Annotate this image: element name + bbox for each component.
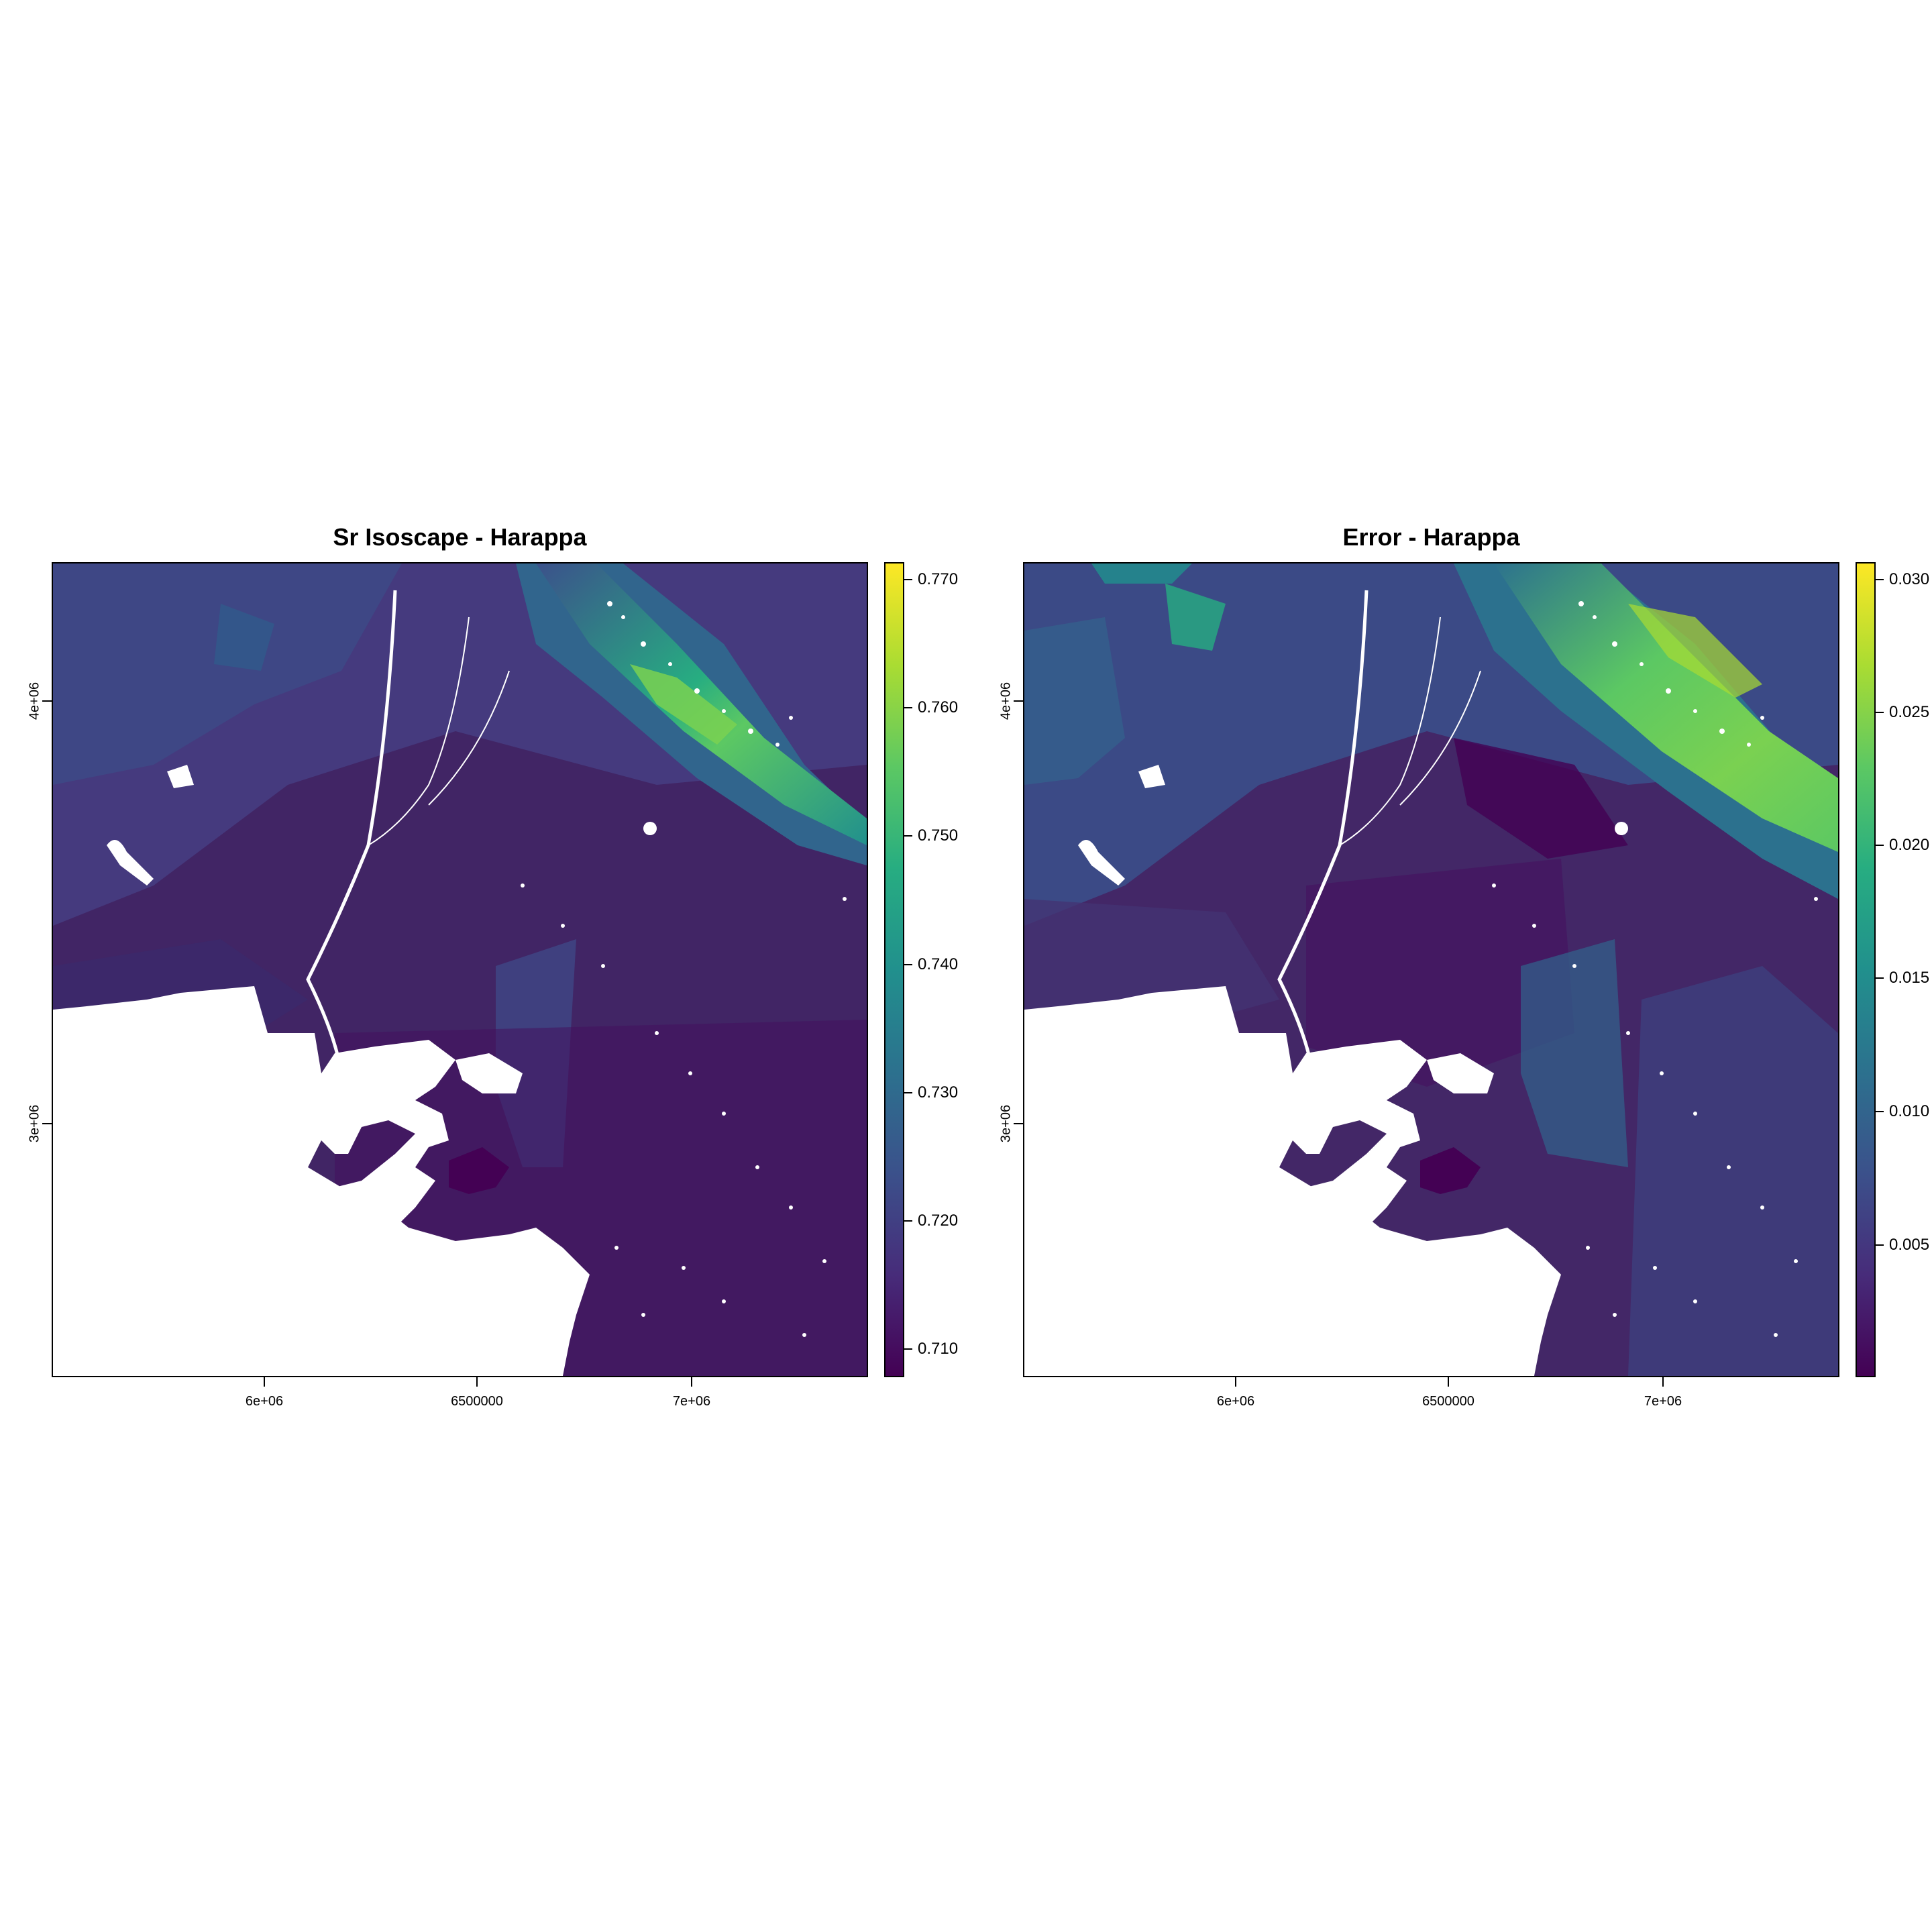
legend-label: 0.770 (918, 570, 958, 589)
y-tick (1014, 700, 1023, 702)
legend-tick (904, 707, 912, 708)
legend-tick (904, 579, 912, 580)
legend-colorbar (884, 562, 904, 1377)
x-tick (1662, 1377, 1664, 1387)
x-tick (476, 1377, 478, 1387)
x-tick-label: 7e+06 (1644, 1394, 1682, 1409)
legend-label: 0.760 (918, 698, 958, 717)
legend-tick (904, 1220, 912, 1222)
y-tick-label: 4e+06 (999, 682, 1014, 720)
legend-tick (904, 964, 912, 965)
x-tick (691, 1377, 692, 1387)
map-title: Sr Isoscape - Harappa (52, 523, 868, 551)
legend-tick (1876, 845, 1884, 846)
legend-label: 0.025 (1889, 703, 1929, 722)
sr-isoscape-panel: Sr Isoscape - Harappa (0, 0, 966, 1932)
sr-raster (53, 564, 867, 1376)
y-tick (42, 1123, 52, 1124)
x-tick-label: 6500000 (1422, 1394, 1474, 1409)
legend-label: 0.005 (1889, 1236, 1929, 1254)
x-tick (1448, 1377, 1449, 1387)
legend-tick (904, 1092, 912, 1093)
legend-tick (1876, 579, 1884, 580)
raster-east-region (1628, 966, 1838, 1376)
legend-tick (904, 835, 912, 837)
legend-label: 0.015 (1889, 969, 1929, 987)
y-tick (42, 700, 52, 702)
legend-tick (1876, 1111, 1884, 1112)
legend-tick (1876, 1244, 1884, 1246)
x-tick (264, 1377, 265, 1387)
legend-tick (1876, 977, 1884, 979)
x-tick (1235, 1377, 1236, 1387)
error-raster (1024, 564, 1838, 1376)
legend-label: 0.750 (918, 826, 958, 845)
sr-isoscape-map (52, 562, 868, 1377)
legend-tick (1876, 712, 1884, 713)
error-map (1023, 562, 1839, 1377)
error-panel: Error - Harappa (966, 0, 1932, 1932)
raster-nodata-city (643, 822, 657, 835)
x-tick-label: 6500000 (451, 1394, 503, 1409)
y-tick-label: 4e+06 (28, 682, 43, 720)
legend-label: 0.720 (918, 1212, 958, 1230)
x-tick-label: 6e+06 (1217, 1394, 1254, 1409)
y-tick-label: 3e+06 (999, 1105, 1014, 1142)
legend-label: 0.710 (918, 1340, 958, 1358)
legend-label: 0.010 (1889, 1102, 1929, 1121)
legend-label: 0.730 (918, 1083, 958, 1102)
raster-nodata-city (1615, 822, 1628, 835)
legend-label: 0.740 (918, 955, 958, 974)
legend-label: 0.030 (1889, 570, 1929, 589)
x-tick-label: 7e+06 (673, 1394, 710, 1409)
map-title: Error - Harappa (1023, 523, 1839, 551)
legend-label: 0.020 (1889, 836, 1929, 855)
y-tick-label: 3e+06 (28, 1105, 43, 1142)
legend-tick (904, 1348, 912, 1350)
y-tick (1014, 1123, 1023, 1124)
legend-colorbar (1856, 562, 1876, 1377)
x-tick-label: 6e+06 (246, 1394, 283, 1409)
